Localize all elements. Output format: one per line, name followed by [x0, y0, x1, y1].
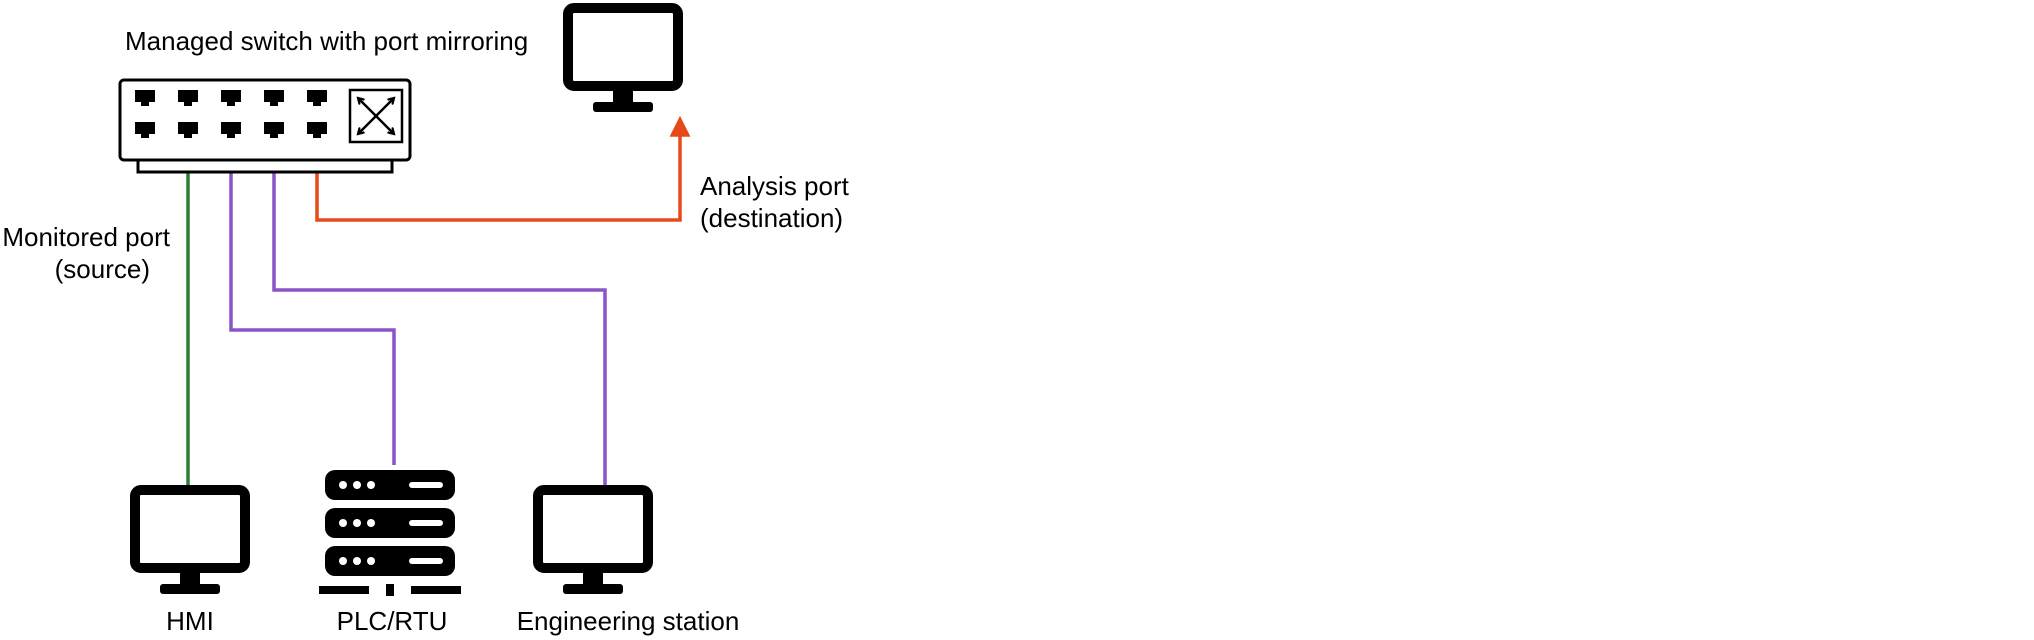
server-led — [367, 519, 375, 527]
switch-port — [221, 90, 241, 102]
switch-port-tab — [141, 134, 149, 138]
node-hmi — [135, 490, 245, 594]
switch-port-tab — [313, 102, 321, 106]
server-led — [353, 519, 361, 527]
monitor-bezel — [568, 8, 678, 86]
server-base — [319, 586, 369, 594]
switch-port-tab — [227, 134, 235, 138]
label-analysis_l2: (destination) — [700, 203, 843, 233]
switch-port — [307, 122, 327, 134]
monitor-base — [160, 584, 220, 594]
server-base-notch — [386, 584, 394, 596]
server-led — [353, 557, 361, 565]
switch-port-tab — [184, 102, 192, 106]
label-monitored_l1: Monitored port — [2, 222, 170, 252]
server-led — [367, 481, 375, 489]
label-eng_label: Engineering station — [517, 606, 740, 636]
switch-port — [221, 122, 241, 134]
switch-port — [264, 122, 284, 134]
label-plc_label: PLC/RTU — [337, 606, 448, 636]
switch-port — [178, 90, 198, 102]
server-led — [339, 557, 347, 565]
node-analysis_pc — [568, 8, 678, 112]
label-hmi_label: HMI — [166, 606, 214, 636]
monitor-neck — [613, 90, 633, 102]
edge-eng_link — [274, 138, 605, 490]
monitor-bezel — [538, 490, 648, 568]
edges-group — [188, 120, 680, 490]
switch-port — [178, 122, 198, 134]
network-diagram: Managed switch with port mirroring Monito… — [0, 0, 2034, 640]
switch-port-tab — [184, 134, 192, 138]
switch-port — [264, 90, 284, 102]
switch-port — [307, 90, 327, 102]
server-led — [353, 481, 361, 489]
server-slot — [409, 558, 443, 564]
monitor-base — [593, 102, 653, 112]
managed-switch — [120, 80, 410, 172]
server-slot — [409, 520, 443, 526]
node-plc — [319, 470, 461, 596]
server-led — [339, 481, 347, 489]
switch-port-tab — [313, 134, 321, 138]
server-base — [411, 586, 461, 594]
node-eng — [538, 490, 648, 594]
switch-port-tab — [270, 134, 278, 138]
monitor-neck — [180, 572, 200, 584]
monitor-bezel — [135, 490, 245, 568]
label-switch_title: Managed switch with port mirroring — [125, 26, 528, 56]
monitor-base — [563, 584, 623, 594]
label-analysis_l1: Analysis port — [700, 171, 850, 201]
edge-plc_link — [231, 138, 394, 465]
switch-port — [135, 90, 155, 102]
server-slot — [409, 482, 443, 488]
server-led — [367, 557, 375, 565]
label-monitored_l2: (source) — [55, 254, 150, 284]
switch-base — [138, 160, 392, 172]
switch-port-tab — [270, 102, 278, 106]
switch-port-tab — [141, 102, 149, 106]
monitor-neck — [583, 572, 603, 584]
switch-port — [135, 122, 155, 134]
server-led — [339, 519, 347, 527]
switch-port-tab — [227, 102, 235, 106]
